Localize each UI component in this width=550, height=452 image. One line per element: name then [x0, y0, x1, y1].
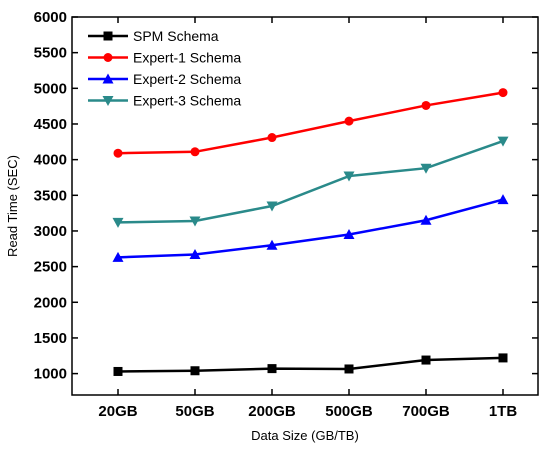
data-point	[344, 116, 354, 126]
x-tick-label: 20GB	[98, 403, 137, 420]
y-tick-label: 1000	[34, 366, 67, 383]
x-tick-label: 200GB	[248, 403, 296, 420]
legend-marker	[102, 96, 114, 106]
series-line	[117, 91, 504, 155]
data-point	[190, 147, 200, 157]
data-point	[190, 366, 200, 376]
y-tick-label: 5000	[34, 80, 67, 97]
data-point	[498, 88, 508, 98]
y-tick-label: 4000	[34, 152, 67, 169]
series-line	[117, 356, 504, 373]
series-expert-1-schema	[113, 88, 508, 158]
data-point	[189, 248, 201, 259]
x-tick-label: 50GB	[175, 403, 214, 420]
x-tick-label: 500GB	[325, 403, 373, 420]
data-point	[113, 148, 123, 158]
x-tick-label: 1TB	[489, 403, 518, 420]
legend-label: SPM Schema	[133, 28, 219, 44]
x-axis-title: Data Size (GB/TB)	[251, 428, 359, 443]
data-point	[420, 163, 432, 174]
legend-label: Expert-3 Schema	[133, 93, 241, 109]
series-line	[117, 198, 504, 259]
legend-item: Expert-1 Schema	[88, 50, 241, 66]
legend-item: Expert-3 Schema	[88, 93, 241, 109]
y-tick-label: 4500	[34, 116, 67, 133]
legend-label: Expert-2 Schema	[133, 71, 241, 87]
y-tick-label: 6000	[34, 9, 67, 26]
legend-marker	[102, 73, 114, 84]
data-point	[266, 201, 278, 212]
data-point	[421, 355, 431, 365]
series-expert-2-schema	[112, 194, 509, 262]
series-layer	[112, 88, 509, 376]
data-point	[497, 194, 509, 205]
data-point	[421, 100, 431, 110]
x-tick-label: 700GB	[402, 403, 450, 420]
y-tick-label: 2500	[34, 259, 67, 276]
y-tick-label: 3000	[34, 223, 67, 240]
data-point	[113, 366, 123, 376]
y-tick-label: 5500	[34, 45, 67, 62]
y-tick-label: 2000	[34, 294, 67, 311]
data-point	[112, 217, 124, 228]
data-point	[267, 364, 277, 374]
data-point	[344, 364, 354, 374]
legend-label: Expert-1 Schema	[133, 50, 241, 66]
series-line	[117, 139, 504, 224]
legend: SPM Schema Expert-1 Schema Expert-2 Schema…	[88, 28, 241, 109]
y-axis-title: Read Time (SEC)	[5, 155, 20, 257]
y-axis: 1000 1500 2000 2500 3000 3500 4000 4500 5000 5500…	[34, 9, 538, 383]
series-expert-3-schema	[112, 136, 509, 228]
y-tick-label: 1500	[34, 330, 67, 347]
legend-item: SPM Schema	[88, 28, 219, 44]
legend-marker	[103, 53, 113, 62]
data-point	[498, 353, 508, 363]
series-spm-schema	[113, 353, 508, 376]
legend-item: Expert-2 Schema	[88, 71, 241, 87]
data-point	[266, 239, 278, 250]
data-point	[420, 214, 432, 225]
data-point	[267, 133, 277, 143]
x-axis: 20GB 50GB 200GB 500GB 700GB 1TB	[98, 17, 517, 420]
data-point	[343, 229, 355, 240]
data-point	[343, 171, 355, 182]
data-point	[189, 216, 201, 227]
data-point	[112, 251, 124, 262]
legend-marker	[103, 31, 113, 41]
y-tick-label: 3500	[34, 187, 67, 204]
data-point	[497, 136, 509, 147]
plot-frame	[71, 16, 539, 396]
